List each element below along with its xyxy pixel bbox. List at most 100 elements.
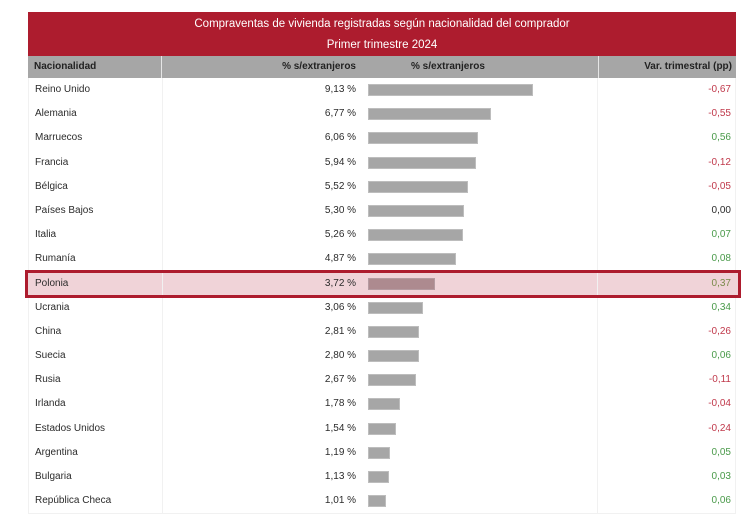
table-subtitle: Primer trimestre 2024	[326, 39, 438, 51]
data-bar	[368, 180, 468, 193]
nationality-cell: Estados Unidos	[35, 422, 106, 434]
table-body: Reino Unido 9,13 % -0,67 Alemania 6,77 % -0,5…	[25, 78, 741, 515]
data-bar	[368, 422, 396, 435]
bar-cell	[362, 344, 597, 368]
bar-cell	[362, 247, 597, 271]
percent-cell: 5,30 %	[161, 198, 362, 224]
data-bar	[368, 132, 478, 145]
quarterly-change-cell: 0,34	[597, 295, 735, 320]
table-row: China 2,81 % -0,26	[29, 319, 735, 345]
percent-cell: 1,19 %	[161, 440, 362, 465]
bar-cell	[362, 151, 597, 175]
quarterly-change-cell: 0,06	[597, 344, 735, 369]
quarterly-change-cell: 0,05	[597, 440, 735, 465]
table-row: Ucrania 3,06 % 0,34	[29, 295, 735, 320]
quarterly-change-cell: -0,11	[597, 368, 735, 393]
percent-cell: 1,13 %	[161, 465, 362, 490]
percent-cell: 1,78 %	[161, 392, 362, 417]
nationality-cell: Rumanía	[35, 253, 76, 265]
nationality-cell: Italia	[35, 229, 57, 241]
nationality-cell: Francia	[35, 156, 69, 168]
data-bar	[368, 277, 436, 290]
bar-cell	[362, 272, 597, 296]
column-header-bar: % s/extranjeros	[411, 61, 485, 72]
percent-cell: 2,80 %	[161, 344, 362, 369]
nationality-cell: China	[35, 325, 62, 337]
percent-cell: 4,87 %	[161, 247, 362, 272]
quarterly-change-cell: 0,37	[597, 271, 735, 296]
data-bar	[368, 229, 464, 242]
percent-cell: 6,77 %	[161, 102, 362, 127]
nationality-cell: Irlanda	[35, 398, 66, 410]
bar-cell	[362, 441, 597, 465]
bar-cell	[362, 320, 597, 344]
column-header-quarterly-change: Var. trimestral (pp)	[598, 56, 736, 78]
nationality-cell: Rusia	[35, 374, 61, 386]
percent-cell: 2,67 %	[161, 368, 362, 393]
quarterly-change-cell: 0,06	[597, 489, 735, 514]
data-bar	[368, 301, 424, 314]
table-title: Compraventas de vivienda registradas seg…	[194, 18, 570, 30]
nationality-cell: Marruecos	[35, 132, 83, 144]
bar-cell	[362, 465, 597, 489]
nationality-cell: Alemania	[35, 108, 77, 120]
table-row: Alemania 6,77 % -0,55	[29, 102, 735, 127]
bar-cell	[362, 296, 597, 320]
quarterly-change-cell: 0,56	[597, 126, 735, 151]
quarterly-change-cell: -0,55	[597, 102, 735, 127]
nationality-cell: Argentina	[35, 446, 78, 458]
nationality-cell: Polonia	[35, 277, 69, 289]
percent-cell: 5,52 %	[161, 174, 362, 199]
bar-cell	[362, 78, 597, 102]
data-bar	[368, 446, 390, 459]
bar-cell	[362, 392, 597, 416]
bar-cell	[362, 417, 597, 441]
column-header-row: Nacionalidad % s/extranjeros % s/extranj…	[28, 56, 736, 78]
bar-cell	[362, 102, 597, 126]
nationality-table: Compraventas de vivienda registradas seg…	[25, 12, 741, 515]
table-row: Argentina 1,19 % 0,05	[29, 440, 735, 465]
bar-cell	[362, 126, 597, 150]
percent-cell: 5,94 %	[161, 150, 362, 175]
data-bar	[368, 204, 464, 217]
nationality-cell: Ucrania	[35, 301, 70, 313]
percent-cell: 3,06 %	[161, 295, 362, 320]
data-bar	[368, 108, 491, 121]
table-row: Marruecos 6,06 % 0,56	[29, 126, 735, 151]
table-row: Italia 5,26 % 0,07	[29, 223, 735, 248]
data-bar	[368, 471, 389, 483]
percent-cell: 1,54 %	[161, 416, 362, 441]
column-header-percent: % s/extranjeros	[161, 56, 362, 78]
quarterly-change-cell: -0,05	[597, 174, 735, 199]
nationality-cell: República Checa	[35, 495, 112, 507]
quarterly-change-cell: 0,08	[597, 247, 735, 272]
data-bar	[368, 350, 419, 363]
table-row: Reino Unido 9,13 % -0,67	[29, 78, 735, 103]
table-row: Francia 5,94 % -0,12	[29, 150, 735, 175]
quarterly-change-cell: -0,26	[597, 319, 735, 345]
table-row: Suecia 2,80 % 0,06	[29, 344, 735, 369]
bar-cell	[362, 223, 597, 247]
nationality-cell: Países Bajos	[35, 204, 94, 216]
quarterly-change-cell: -0,12	[597, 150, 735, 175]
data-bar	[368, 398, 401, 411]
table-row: Bélgica 5,52 % -0,05	[29, 174, 735, 199]
percent-cell: 6,06 %	[161, 126, 362, 151]
table-row: República Checa 1,01 % 0,06	[29, 489, 735, 514]
percent-cell: 2,81 %	[161, 319, 362, 345]
table-row: Estados Unidos 1,54 % -0,24	[29, 416, 735, 441]
data-bar	[368, 253, 457, 266]
table-title-banner: Compraventas de vivienda registradas seg…	[28, 12, 736, 56]
data-bar	[368, 325, 419, 338]
bar-cell	[362, 489, 597, 513]
bar-cell	[362, 368, 597, 392]
quarterly-change-cell: 0,03	[597, 465, 735, 490]
column-header-nationality: Nacionalidad	[34, 61, 97, 72]
nationality-cell: Bélgica	[35, 180, 68, 192]
table-row: Irlanda 1,78 % -0,04	[29, 392, 735, 417]
quarterly-change-cell: 0,00	[597, 198, 735, 224]
data-bar	[368, 374, 417, 387]
nationality-cell: Suecia	[35, 350, 66, 362]
quarterly-change-cell: -0,04	[597, 392, 735, 417]
table-row: Rusia 2,67 % -0,11	[29, 368, 735, 393]
